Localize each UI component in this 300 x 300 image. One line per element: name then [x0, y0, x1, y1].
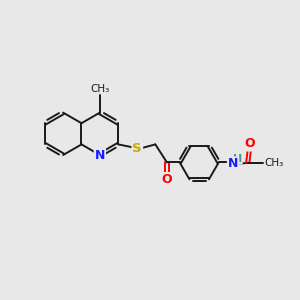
Text: CH₃: CH₃ [90, 84, 110, 94]
Text: H: H [232, 154, 242, 164]
Text: CH₃: CH₃ [264, 158, 283, 168]
Text: O: O [162, 173, 172, 186]
Text: N: N [228, 158, 238, 170]
Text: N: N [95, 148, 105, 161]
Text: O: O [244, 137, 255, 151]
Text: S: S [133, 142, 142, 155]
